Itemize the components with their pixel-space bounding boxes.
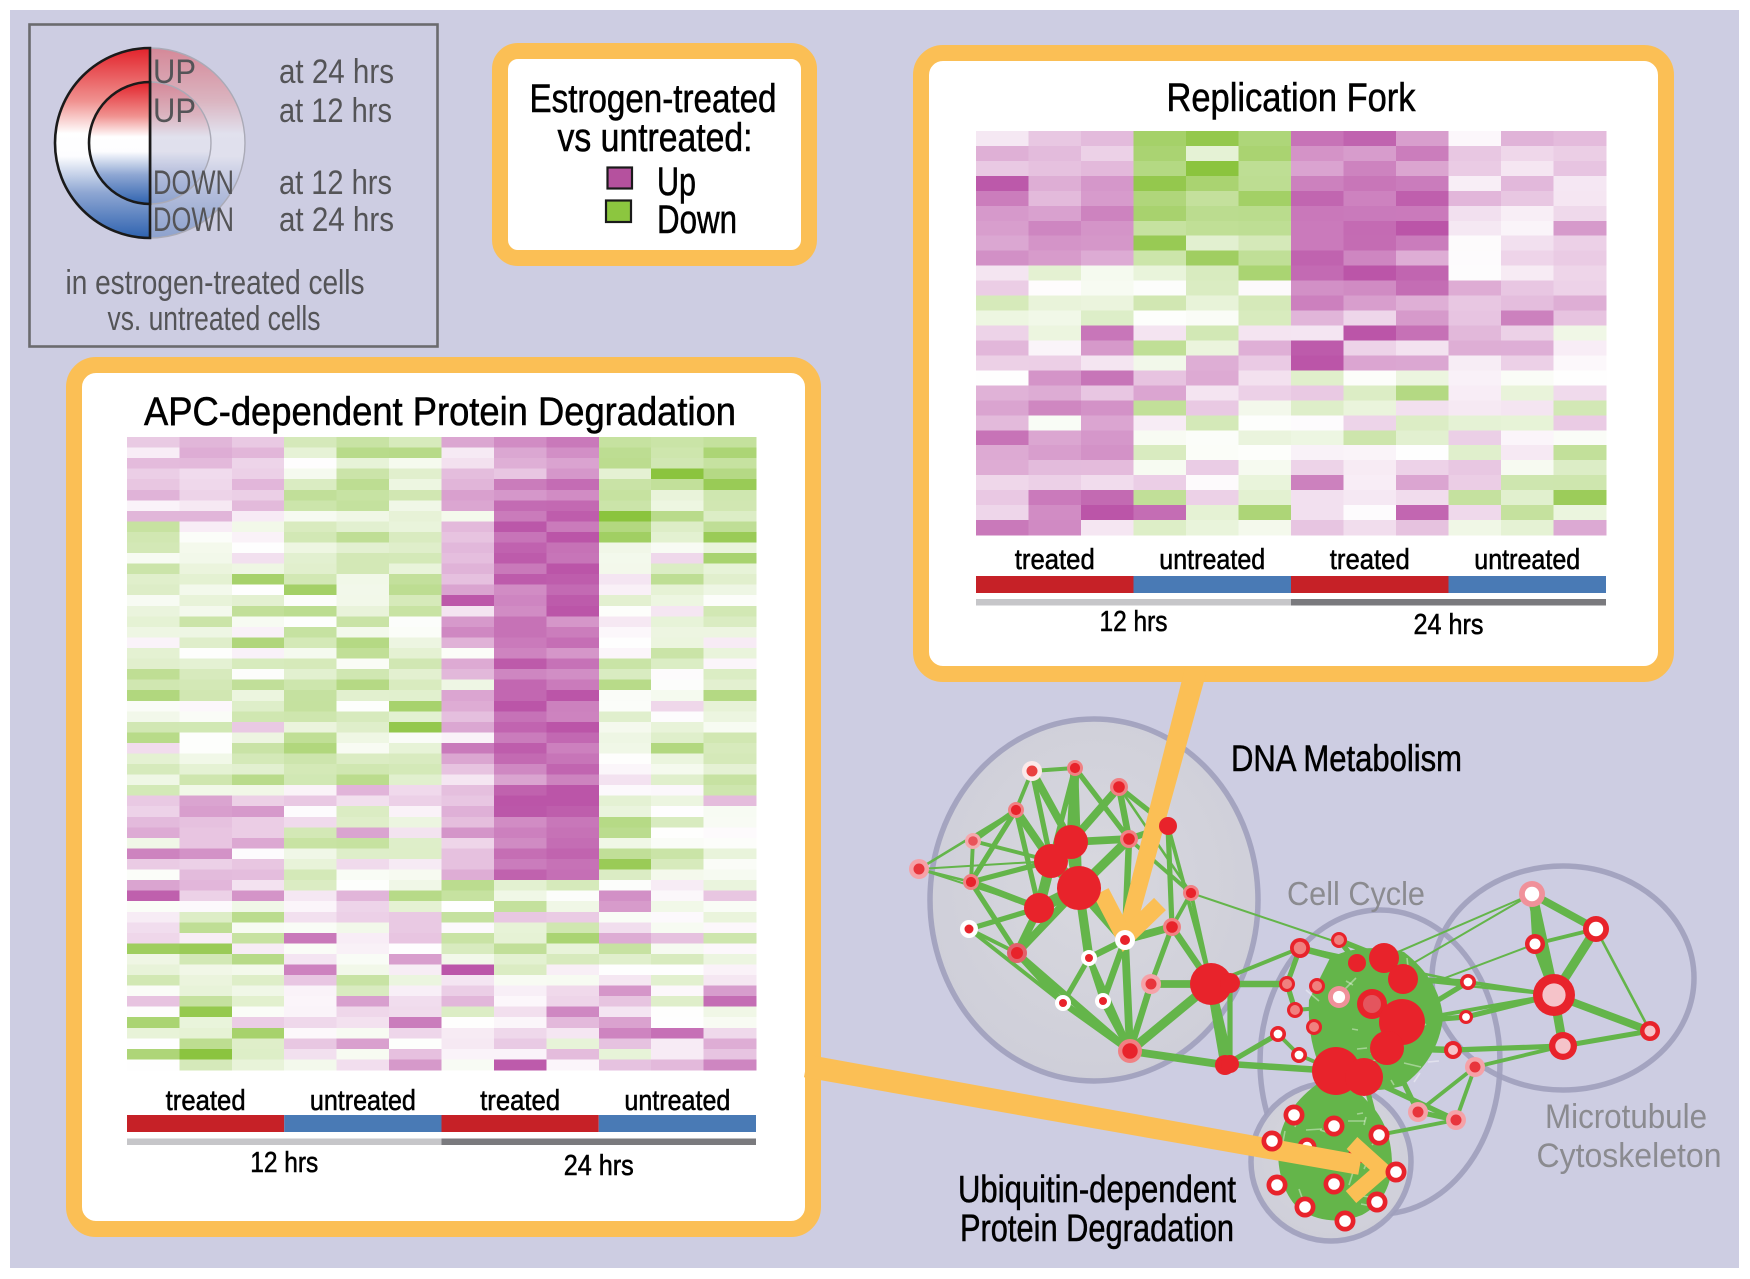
svg-text:at 24 hrs: at 24 hrs: [279, 53, 394, 91]
svg-text:DNA Metabolism: DNA Metabolism: [1231, 738, 1462, 779]
svg-text:untreated: untreated: [1474, 544, 1580, 576]
svg-text:DOWN: DOWN: [153, 164, 234, 202]
svg-text:vs. untreated cells: vs. untreated cells: [108, 300, 321, 338]
svg-text:at 12 hrs: at 12 hrs: [279, 164, 392, 202]
svg-text:12 hrs: 12 hrs: [1100, 606, 1168, 638]
svg-text:Up: Up: [657, 160, 696, 204]
svg-text:Estrogen-treated: Estrogen-treated: [530, 77, 777, 121]
svg-text:24 hrs: 24 hrs: [1414, 609, 1484, 641]
svg-text:Protein Degradation: Protein Degradation: [960, 1208, 1234, 1250]
svg-text:Down: Down: [657, 198, 737, 242]
svg-text:treated: treated: [166, 1085, 246, 1117]
svg-text:Replication Fork: Replication Fork: [1167, 76, 1417, 120]
svg-text:treated: treated: [1015, 544, 1095, 576]
svg-text:vs untreated:: vs untreated:: [558, 116, 753, 160]
svg-text:in estrogen-treated cells: in estrogen-treated cells: [66, 264, 365, 302]
svg-text:Microtubule: Microtubule: [1545, 1098, 1707, 1136]
svg-text:Cytoskeleton: Cytoskeleton: [1537, 1137, 1722, 1175]
svg-text:Cell Cycle: Cell Cycle: [1287, 875, 1425, 912]
svg-text:APC-dependent Protein Degradat: APC-dependent Protein Degradation: [144, 390, 736, 434]
svg-text:DOWN: DOWN: [153, 201, 234, 239]
svg-text:at 12 hrs: at 12 hrs: [279, 92, 392, 130]
svg-text:24 hrs: 24 hrs: [564, 1150, 634, 1182]
svg-text:untreated: untreated: [1159, 544, 1265, 576]
svg-text:untreated: untreated: [310, 1085, 416, 1117]
svg-text:treated: treated: [1330, 544, 1410, 576]
svg-text:12 hrs: 12 hrs: [250, 1147, 318, 1179]
svg-text:UP: UP: [153, 53, 196, 91]
svg-text:at 24 hrs: at 24 hrs: [279, 201, 394, 239]
svg-text:Ubiquitin-dependent: Ubiquitin-dependent: [958, 1169, 1236, 1211]
svg-text:untreated: untreated: [624, 1085, 730, 1117]
svg-text:UP: UP: [153, 92, 196, 130]
svg-text:treated: treated: [480, 1085, 560, 1117]
